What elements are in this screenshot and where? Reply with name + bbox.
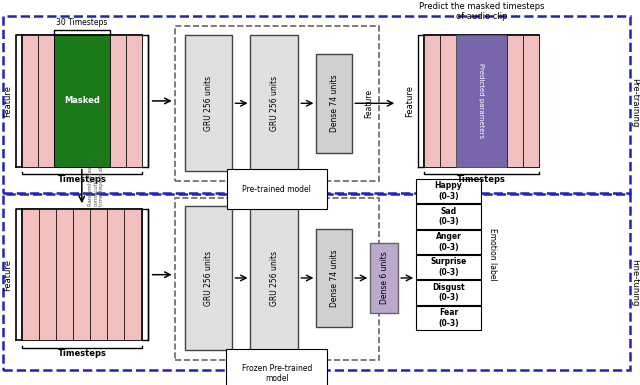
Bar [424,35,539,167]
Bar [125,35,141,167]
Bar [109,35,125,167]
Text: Dense 6 units: Dense 6 units [380,251,388,305]
Bar [416,280,481,305]
Bar [22,209,39,340]
Text: Predict the masked timesteps
of audio clip: Predict the masked timesteps of audio cl… [419,2,544,21]
Bar [316,229,352,327]
Bar [250,35,298,171]
Text: Timesteps: Timesteps [58,349,106,358]
Text: Frozen Pre-trained
model: Frozen Pre-trained model [242,364,312,383]
Text: Timesteps: Timesteps [58,175,106,184]
Text: Masked: Masked [64,96,100,105]
Bar [416,306,481,330]
Text: Pre-training: Pre-training [630,78,639,127]
Bar [107,209,124,340]
Bar [184,35,232,171]
Bar [56,209,73,340]
Text: Pre-trained model: Pre-trained model [243,184,311,194]
Bar [22,209,141,340]
Bar [175,26,379,181]
Text: Disgust
(0-3): Disgust (0-3) [432,283,465,302]
Bar [184,206,232,350]
Bar [523,35,539,167]
Text: Anger
(0-3): Anger (0-3) [436,232,461,251]
Bar [54,35,109,167]
Text: Surprise
(0-3): Surprise (0-3) [430,258,467,277]
Text: Sad
(0-3): Sad (0-3) [438,207,459,226]
Text: Happy
(0-3): Happy (0-3) [435,181,462,201]
Bar [416,204,481,229]
Bar [507,35,523,167]
Bar [3,194,630,370]
Bar [175,198,379,360]
Bar [90,209,107,340]
Bar [416,229,481,254]
Bar [38,35,54,167]
Text: Feature: Feature [3,85,13,117]
Bar [73,209,90,340]
Bar [370,243,398,313]
Bar [22,35,141,167]
Text: GRU 256 units: GRU 256 units [204,76,213,131]
Bar [124,209,141,340]
Text: Predicted parameters: Predicted parameters [479,64,484,139]
Text: GRU 256 units: GRU 256 units [270,76,279,131]
Bar [39,209,56,340]
Text: Randomly mask 30
consecutive
timesteps of all clips: Randomly mask 30 consecutive timesteps o… [88,152,104,206]
Text: GRU 256 units: GRU 256 units [204,250,213,306]
Text: Feature: Feature [406,85,415,117]
Bar [250,206,298,350]
Text: Dense 74 units: Dense 74 units [330,249,339,307]
Text: 30 Timesteps: 30 Timesteps [56,18,108,27]
Bar [440,35,456,167]
Text: Feature: Feature [3,259,13,291]
Bar [416,255,481,280]
Bar [316,54,352,152]
Text: Emotion label: Emotion label [488,228,497,281]
Bar [22,35,38,167]
Text: Feature: Feature [365,89,374,118]
Text: Fine-tuning: Fine-tuning [630,258,639,306]
Bar [456,35,507,167]
Bar [424,35,440,167]
Text: Dense 74 units: Dense 74 units [330,74,339,132]
Bar [3,17,630,193]
Bar [416,179,481,203]
Text: GRU 256 units: GRU 256 units [270,250,279,306]
Text: Fear
(0-3): Fear (0-3) [438,308,459,328]
Text: Timesteps: Timesteps [457,175,506,184]
